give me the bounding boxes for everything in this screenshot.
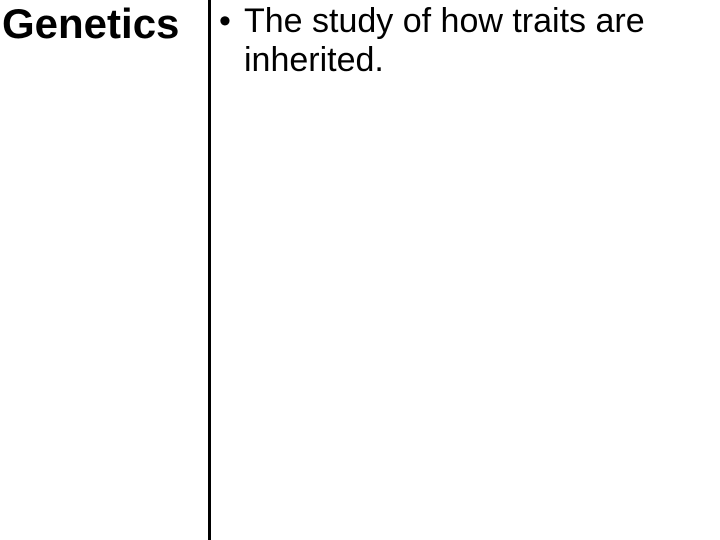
term-column: Genetics: [0, 0, 208, 540]
definition-column: • The study of how traits are inherited.: [208, 0, 720, 540]
bullet-marker: •: [218, 0, 232, 41]
term-heading: Genetics: [2, 2, 202, 46]
vertical-divider: [208, 0, 211, 540]
bullet-item: • The study of how traits are inherited.: [218, 0, 714, 80]
slide: Genetics • The study of how traits are i…: [0, 0, 720, 540]
bullet-text: The study of how traits are inherited.: [244, 0, 714, 80]
